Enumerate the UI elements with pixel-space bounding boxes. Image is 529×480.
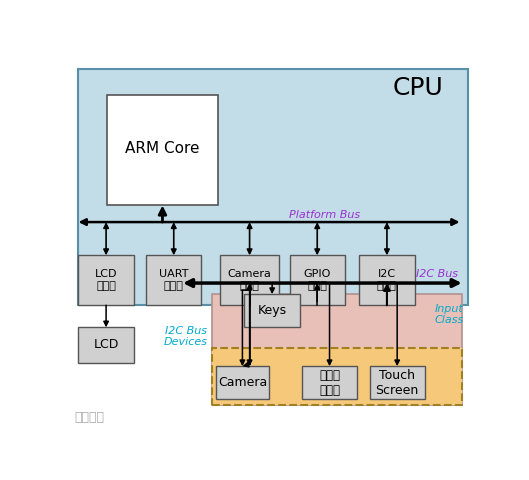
Bar	[369, 366, 425, 399]
Bar	[216, 366, 269, 399]
Bar	[78, 69, 468, 305]
Bar	[289, 255, 345, 305]
Bar	[78, 255, 134, 305]
Text: Platform Bus: Platform Bus	[289, 210, 360, 220]
Text: LCD: LCD	[94, 338, 119, 351]
Bar	[78, 327, 134, 362]
Bar	[220, 255, 279, 305]
Text: LCD
控制器: LCD 控制器	[95, 269, 117, 291]
Text: 加速度
传感器: 加速度 传感器	[319, 369, 340, 397]
Bar	[107, 95, 218, 205]
Bar	[244, 294, 300, 327]
Text: Camera
控制器: Camera 控制器	[227, 269, 271, 291]
Text: ARM Core: ARM Core	[125, 141, 200, 156]
Bar	[359, 255, 415, 305]
Text: Input
Class: Input Class	[434, 304, 464, 325]
Text: Touch
Screen: Touch Screen	[376, 369, 419, 397]
Text: UART
控制器: UART 控制器	[159, 269, 188, 291]
Bar	[146, 255, 202, 305]
Text: Camera: Camera	[218, 376, 267, 389]
Text: CPU: CPU	[393, 76, 443, 100]
Text: I2C
控制器: I2C 控制器	[377, 269, 397, 291]
Text: 蜗蝓科技: 蜗蝓科技	[74, 410, 104, 423]
Bar	[212, 294, 462, 405]
Text: Keys: Keys	[258, 304, 287, 317]
Text: I2C Bus
Devices: I2C Bus Devices	[163, 326, 207, 348]
Bar	[302, 366, 357, 399]
Text: GPIO
控制器: GPIO 控制器	[304, 269, 331, 291]
Bar	[212, 348, 462, 405]
Text: I2C Bus: I2C Bus	[416, 269, 458, 279]
